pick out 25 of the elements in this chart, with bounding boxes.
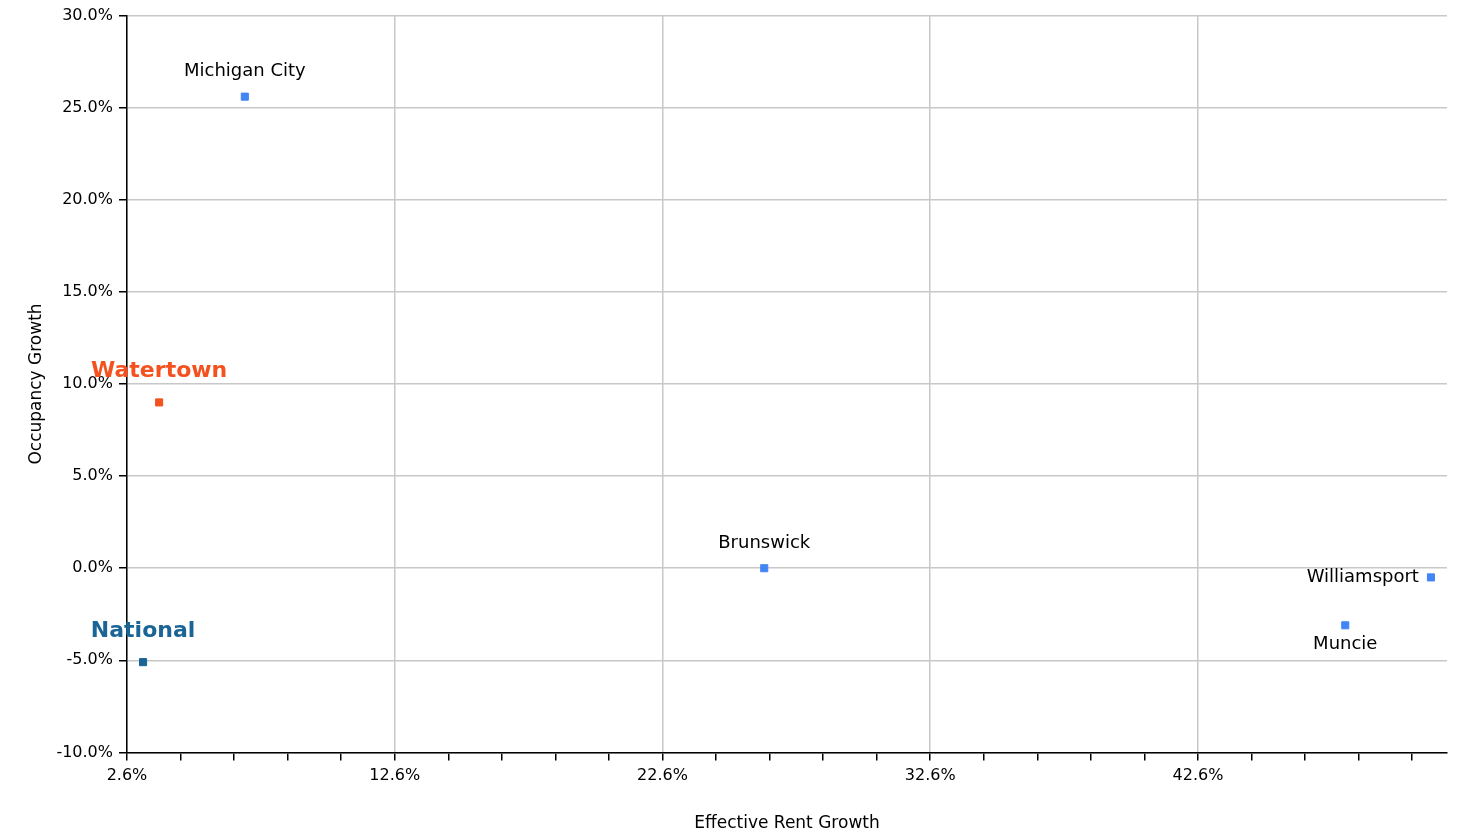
series-label: Williamsport [1306,565,1419,587]
point [760,564,769,573]
y-tick-label: 25.0% [62,96,113,116]
y-tick-label: 20.0% [62,188,113,208]
series-label: Muncie [1313,631,1378,653]
point [1341,621,1350,630]
series-label: Brunswick [718,530,811,552]
point [1426,573,1435,582]
y-tick-label: -5.0% [66,649,113,669]
x-tick-label: 42.6% [1172,765,1224,785]
y-tick-label: 30.0% [62,4,113,24]
x-axis-title: Effective Rent Growth [694,812,880,833]
point [240,92,249,101]
y-tick-label: 0.0% [72,557,113,577]
point [139,658,148,667]
x-tick-label: 2.6% [106,765,148,785]
x-tick-label: 32.6% [904,765,956,785]
x-tick-label: 22.6% [637,765,688,785]
x-tick-label: 12.6% [369,765,421,785]
point [155,398,164,407]
y-tick-label: 5.0% [72,465,113,485]
y-axis-title: Occupancy Growth [24,303,45,465]
series-label: Michigan City [183,59,307,81]
y-tick-label: 15.0% [62,281,113,301]
y-tick-label: -10.0% [56,741,113,761]
